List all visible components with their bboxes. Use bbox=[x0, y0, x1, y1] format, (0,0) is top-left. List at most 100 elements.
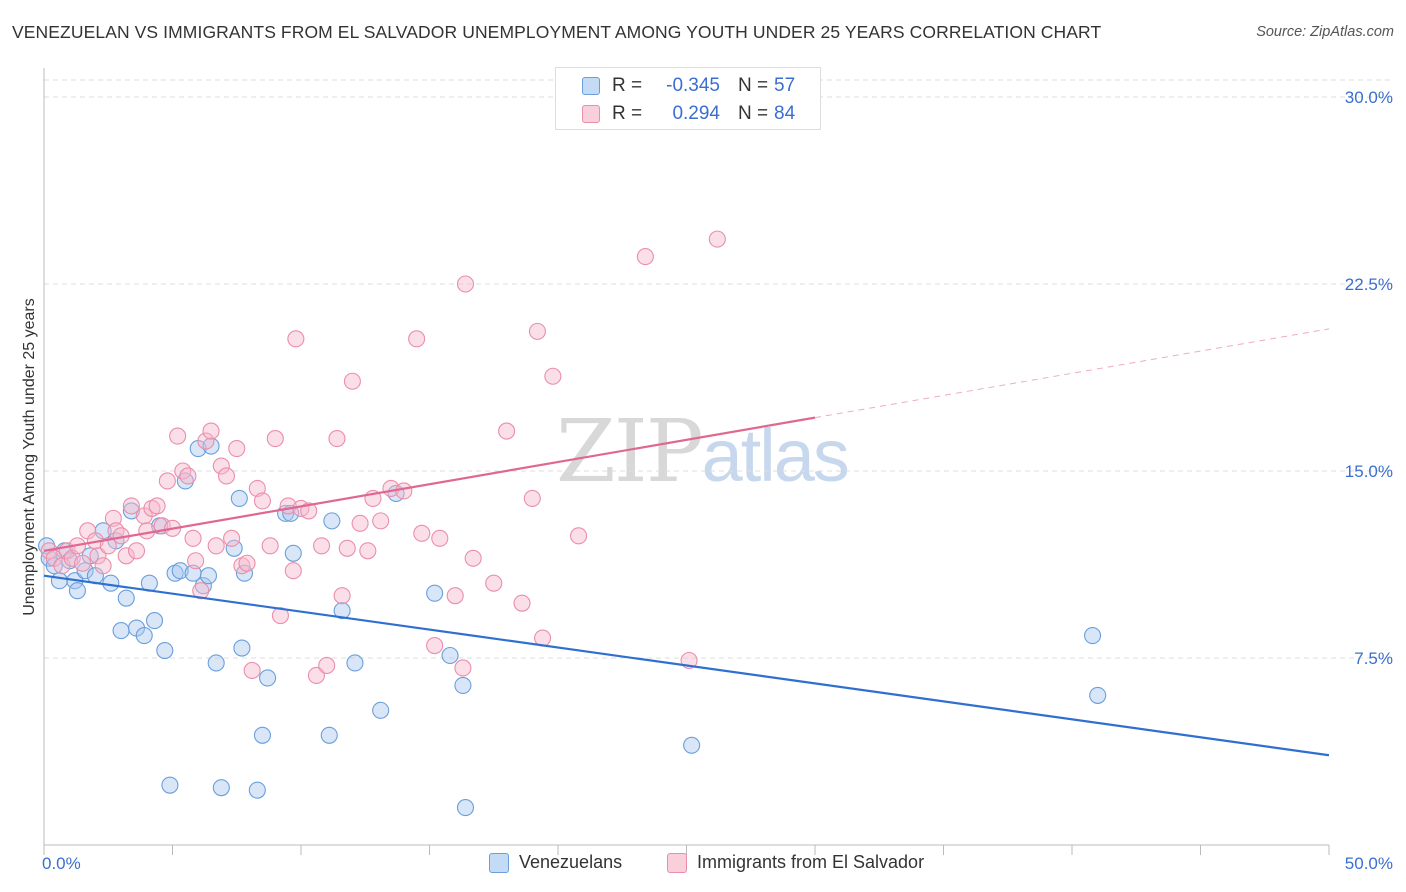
venezuelan-point bbox=[202, 437, 220, 455]
el-salvador-point bbox=[223, 529, 241, 547]
venezuelan-point bbox=[122, 502, 140, 520]
el-salvador-point bbox=[485, 574, 503, 592]
venezuelan-point bbox=[284, 544, 302, 562]
el-salvador-point bbox=[372, 512, 390, 530]
legend-r-value: -0.345 bbox=[666, 75, 720, 96]
source-label: Source: ZipAtlas.com bbox=[1256, 24, 1394, 40]
el-salvador-point bbox=[708, 230, 726, 248]
venezuelan-point bbox=[176, 472, 194, 490]
venezuelan-point bbox=[1089, 686, 1107, 704]
y-axis-label: Unemployment Among Youth under 25 years bbox=[21, 298, 38, 616]
venezuelan-point bbox=[161, 776, 179, 794]
venezuelan-point bbox=[346, 654, 364, 672]
x-tick-label: 0.0% bbox=[42, 854, 81, 873]
venezuelan-point bbox=[199, 567, 218, 585]
venezuelan-point bbox=[156, 641, 174, 660]
el-salvador-point bbox=[307, 666, 325, 685]
el-salvador-point bbox=[228, 440, 246, 458]
venezuelan-point bbox=[233, 639, 251, 657]
venezuelan-point bbox=[1084, 627, 1102, 645]
y-tick-label: 15.0% bbox=[1345, 462, 1393, 481]
el-salvador-point bbox=[117, 547, 135, 565]
legend-swatch-pink bbox=[582, 105, 600, 123]
watermark-zip: ZIP bbox=[556, 402, 704, 502]
el-salvador-point bbox=[158, 472, 176, 490]
el-salvador-point bbox=[528, 322, 546, 340]
el-salvador-point bbox=[253, 492, 272, 510]
legend-n-value: 84 bbox=[774, 103, 796, 124]
el-salvador-point bbox=[122, 497, 140, 515]
venezuelan-point bbox=[441, 646, 459, 665]
el-salvador-point bbox=[513, 594, 531, 612]
series-swatch-pink bbox=[667, 852, 687, 873]
venezuelan-point bbox=[372, 701, 390, 719]
el-salvador-point bbox=[212, 457, 230, 475]
venezuelan-point bbox=[145, 612, 164, 630]
y-tick-label: 30.0% bbox=[1345, 88, 1393, 107]
legend-r-label: R = bbox=[612, 103, 643, 124]
venezuelan-trend-line bbox=[43, 574, 1330, 757]
el-salvador-point bbox=[74, 554, 92, 572]
el-salvador-point bbox=[313, 537, 331, 555]
el-salvador-point bbox=[169, 427, 187, 445]
el-salvador-trend-line bbox=[43, 416, 816, 552]
el-salvador-point bbox=[338, 539, 356, 557]
el-salvador-point bbox=[94, 557, 112, 575]
el-salvador-point bbox=[284, 562, 302, 580]
watermark-atlas: atlas bbox=[701, 414, 850, 497]
el-salvador-point bbox=[570, 527, 588, 545]
el-salvador-point bbox=[179, 467, 197, 485]
venezuelan-point bbox=[112, 622, 130, 640]
venezuelan-point bbox=[207, 654, 225, 672]
el-salvador-point bbox=[184, 529, 202, 547]
venezuelan-point bbox=[683, 736, 701, 754]
series-label-venezuelans: Venezuelans bbox=[519, 852, 623, 872]
el-salvador-point bbox=[271, 607, 289, 625]
venezuelan-point bbox=[454, 676, 472, 694]
venezuelan-point bbox=[323, 512, 341, 530]
venezuelan-point bbox=[117, 589, 135, 607]
el-salvador-point bbox=[544, 367, 562, 385]
el-salvador-point bbox=[351, 514, 369, 532]
y-tick-label: 22.5% bbox=[1345, 275, 1393, 294]
series-label-el-salvador: Immigrants from El Salvador bbox=[697, 852, 925, 872]
legend-n-label: N = bbox=[738, 75, 769, 96]
el-salvador-point bbox=[287, 330, 305, 348]
el-salvador-point bbox=[333, 587, 351, 605]
el-salvador-point bbox=[243, 661, 261, 680]
series-swatch-blue bbox=[489, 852, 509, 873]
el-salvador-point bbox=[328, 430, 346, 448]
el-salvador-point bbox=[174, 462, 192, 480]
el-salvador-point bbox=[498, 422, 516, 440]
el-salvador-point bbox=[343, 372, 361, 390]
venezuelan-point bbox=[212, 779, 230, 797]
venezuelan-point bbox=[171, 562, 189, 580]
el-salvador-point bbox=[127, 542, 146, 560]
watermark: ZIPatlas bbox=[556, 402, 850, 502]
el-salvador-point bbox=[454, 659, 472, 677]
el-salvador-point bbox=[187, 552, 205, 570]
el-salvador-point bbox=[238, 554, 256, 572]
series-legend-venezuelans[interactable]: Venezuelans bbox=[489, 852, 622, 873]
el-salvador-point bbox=[217, 467, 236, 485]
el-salvador-point bbox=[104, 509, 122, 527]
venezuelan-point bbox=[225, 539, 243, 557]
legend-row-venezuelans: R = -0.345 N = 57 bbox=[582, 75, 795, 97]
el-salvador-point bbox=[431, 529, 449, 547]
series-legend-el-salvador[interactable]: Immigrants from El Salvador bbox=[667, 852, 924, 873]
el-salvador-point bbox=[446, 587, 464, 605]
legend-r-value: 0.294 bbox=[672, 103, 720, 124]
y-tick-label: 7.5% bbox=[1354, 649, 1393, 668]
venezuelan-point bbox=[426, 584, 444, 602]
el-salvador-point bbox=[426, 636, 444, 655]
el-salvador-point bbox=[395, 482, 413, 500]
el-salvador-point bbox=[359, 542, 377, 560]
legend-swatch-blue bbox=[582, 77, 600, 95]
el-salvador-point bbox=[138, 522, 156, 540]
venezuelan-point bbox=[230, 489, 248, 507]
venezuelan-point bbox=[259, 669, 277, 687]
venezuelan-point bbox=[320, 726, 338, 744]
x-tick-label: 50.0% bbox=[1345, 854, 1393, 873]
el-salvador-point bbox=[408, 330, 426, 348]
